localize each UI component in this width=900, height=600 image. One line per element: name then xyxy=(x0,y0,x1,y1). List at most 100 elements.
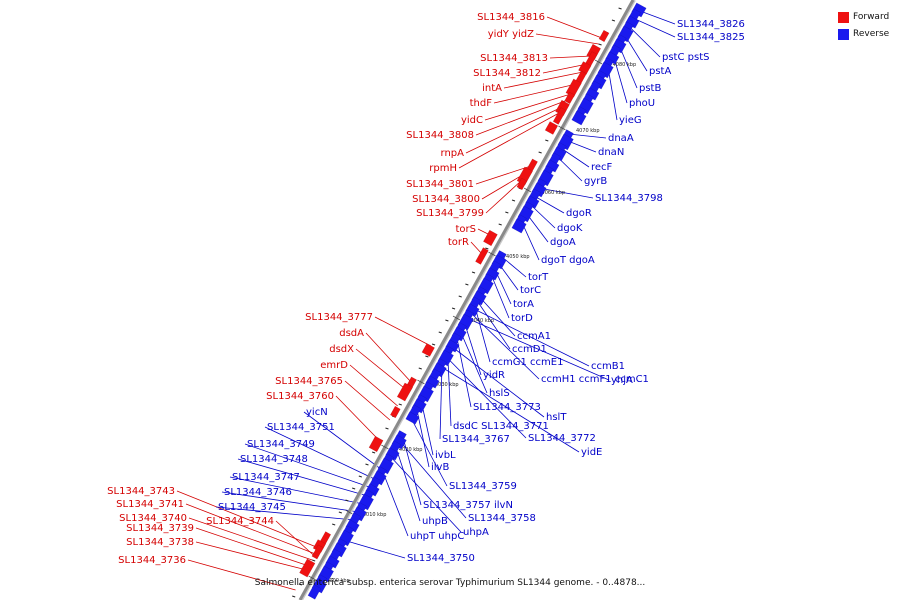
forward-label-3-leader xyxy=(542,63,588,74)
forward-gene-23-block xyxy=(299,558,316,578)
forward-label-13: torS xyxy=(456,224,477,235)
reverse-label-9-leader xyxy=(560,147,590,168)
scale-tick-label: 4050 kbp xyxy=(506,254,530,260)
reverse-label-36-leader xyxy=(244,443,373,489)
reverse-label-12: dgoR xyxy=(566,208,592,219)
minor-tick xyxy=(498,223,502,226)
scale-tick xyxy=(417,379,425,385)
forward-label-24: SL1344_3739 xyxy=(126,523,194,534)
reverse-label-7-leader xyxy=(568,133,607,139)
reverse-label-39: ilvB xyxy=(431,462,449,473)
reverse-label-43: SL1344_3745 xyxy=(218,502,286,513)
forward-gene-22-block xyxy=(311,544,324,560)
minor-tick xyxy=(471,271,476,274)
scale-tick xyxy=(488,251,496,257)
scale-tick-label: 4030 kbp xyxy=(435,382,459,388)
forward-label-26-leader xyxy=(195,541,307,571)
forward-gene-15-block xyxy=(421,343,435,357)
reverse-label-2: pstC pstS xyxy=(662,52,709,63)
scale-tick xyxy=(345,509,353,515)
reverse-label-20-leader xyxy=(478,295,516,337)
reverse-label-3: pstA xyxy=(649,66,671,77)
minor-tick xyxy=(611,19,616,22)
reverse-label-21-leader xyxy=(476,299,511,350)
scale-tick xyxy=(594,59,603,65)
forward-label-0: SL1344_3816 xyxy=(477,12,545,23)
minor-tick xyxy=(598,43,602,46)
reverse-label-23: ccmB1 xyxy=(591,361,625,372)
reverse-label-22: ccmG1 ccmE1 xyxy=(492,357,563,368)
minor-tick xyxy=(398,403,402,406)
forward-label-20-leader xyxy=(335,395,380,441)
forward-label-26: SL1344_3738 xyxy=(126,537,194,548)
reverse-label-27-leader xyxy=(459,329,488,394)
forward-label-18: emrD xyxy=(320,360,348,371)
forward-gene-14 xyxy=(475,247,489,265)
forward-gene-0-block xyxy=(598,29,610,43)
forward-label-23: SL1344_3740 xyxy=(119,513,187,524)
forward-gene-9 xyxy=(544,121,559,135)
reverse-label-31-leader xyxy=(445,355,527,439)
reverse-label-11-leader xyxy=(538,187,594,199)
forward-label-6: yidC xyxy=(461,115,483,126)
reverse-label-8: dnaN xyxy=(598,147,624,158)
reverse-label-10: gyrB xyxy=(584,176,607,187)
reverse-label-33: yidE xyxy=(581,447,602,458)
reverse-label-48: uhpT uhpC xyxy=(410,531,464,542)
reverse-label-29-leader xyxy=(450,345,545,418)
reverse-label-14: dgoA xyxy=(550,237,576,248)
minor-tick xyxy=(365,463,369,466)
forward-label-25-leader xyxy=(275,520,315,557)
forward-label-22: SL1344_3741 xyxy=(116,499,184,510)
reverse-label-24-leader xyxy=(469,311,540,380)
genome-caption: Salmonella enterica subsp. enterica sero… xyxy=(254,578,646,588)
minor-tick xyxy=(451,307,456,310)
forward-gene-22 xyxy=(311,544,324,560)
reverse-gene-418 xyxy=(405,411,420,425)
legend-reverse-label: Reverse xyxy=(853,29,890,39)
reverse-label-28: SL1344_3773 xyxy=(473,402,541,413)
reverse-label-9: recF xyxy=(591,162,613,173)
forward-label-19-leader xyxy=(344,380,391,421)
scale-tick-label: 4000 kbp xyxy=(326,578,350,584)
reverse-label-34: yicN xyxy=(306,407,328,418)
reverse-label-26: yidR xyxy=(483,370,505,381)
forward-label-8-leader xyxy=(465,105,565,154)
forward-gene-19-block xyxy=(368,435,384,453)
forward-label-20: SL1344_3760 xyxy=(266,391,334,402)
reverse-label-20: ccmA1 xyxy=(517,331,551,342)
forward-gene-8 xyxy=(552,107,567,125)
forward-label-12: SL1344_3799 xyxy=(416,208,484,219)
minor-tick xyxy=(312,559,316,562)
reverse-label-18: torA xyxy=(513,299,534,310)
forward-gene-6-block xyxy=(564,91,575,105)
forward-gene-8-block xyxy=(552,107,567,125)
minor-tick xyxy=(445,319,449,322)
reverse-label-5: phoU xyxy=(629,98,655,109)
reverse-label-30: dsdC SL1344_3771 xyxy=(453,421,549,432)
forward-label-5: thdF xyxy=(470,98,493,109)
reverse-label-40-leader xyxy=(229,476,364,505)
minor-tick xyxy=(292,595,296,598)
reverse-label-49: SL1344_3750 xyxy=(407,553,475,564)
reverse-gene-118-block xyxy=(571,110,587,126)
reverse-label-32: SL1344_3767 xyxy=(442,434,510,445)
reverse-label-24: ccmH1 ccmF1 ccmC1 xyxy=(541,374,649,385)
forward-gene-15 xyxy=(421,343,435,357)
reverse-gene-592 xyxy=(307,584,322,600)
scale-tick-label: 4040 kbp xyxy=(471,318,495,324)
backbone-line xyxy=(298,0,635,600)
forward-gene-17 xyxy=(396,382,414,402)
scale-tick xyxy=(381,444,389,450)
legend: Forward Reverse xyxy=(838,9,889,43)
forward-label-17-leader xyxy=(355,348,407,391)
reverse-label-35-leader xyxy=(264,426,377,481)
forward-label-4-leader xyxy=(503,71,584,89)
reverse-label-47-leader xyxy=(389,455,462,533)
reverse-label-15: dgoT dgoA xyxy=(541,255,595,266)
minor-tick xyxy=(438,331,442,334)
reverse-label-40: SL1344_3747 xyxy=(232,472,300,483)
forward-label-12-leader xyxy=(485,177,525,214)
forward-label-16: dsdA xyxy=(339,328,364,339)
minor-tick xyxy=(511,199,516,202)
